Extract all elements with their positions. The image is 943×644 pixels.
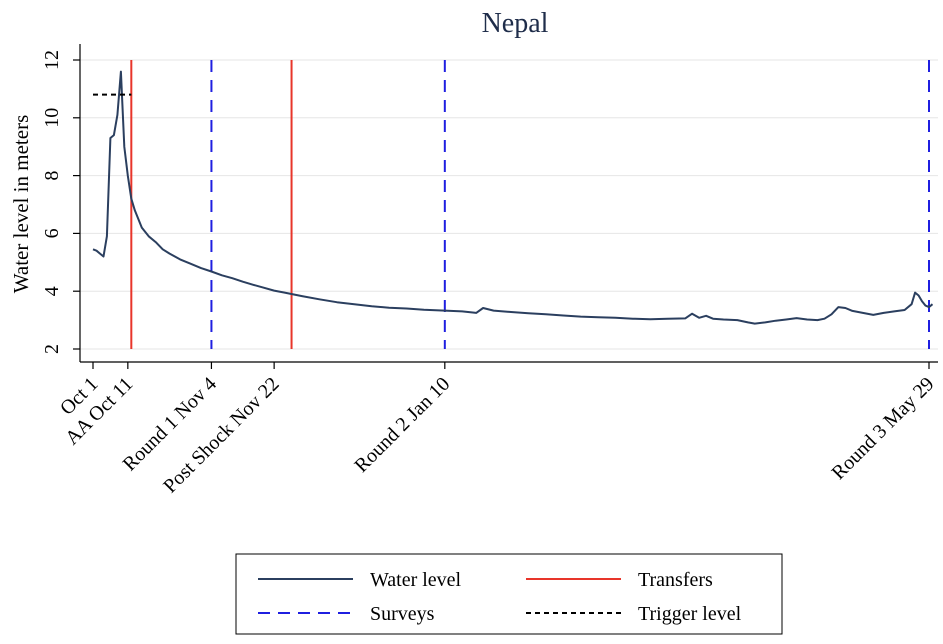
legend-label: Transfers xyxy=(638,569,713,591)
y-tick-label: 10 xyxy=(41,108,63,128)
y-axis-label: Water level in meters xyxy=(9,115,33,293)
chart-title: Nepal xyxy=(482,8,549,39)
x-tick-label: Post Shock Nov 22 xyxy=(159,373,283,497)
series-layer xyxy=(92,70,934,325)
legend-label: Surveys xyxy=(370,603,435,625)
legend-label: Water level xyxy=(370,569,462,591)
y-tick-label: 8 xyxy=(41,171,63,181)
legend-label: Trigger level xyxy=(638,603,742,625)
legend-items: Water level Transfers Surveys Trigger level xyxy=(258,569,742,625)
x-tick-label: Round 2 Jan 10 xyxy=(350,373,454,477)
legend: Water level Transfers Surveys Trigger level xyxy=(235,553,783,635)
y-tick-label: 6 xyxy=(41,228,63,238)
y-tick-label: 2 xyxy=(41,344,63,354)
grid-lines xyxy=(80,59,938,350)
y-tick-label: 12 xyxy=(41,50,63,70)
legend-box xyxy=(235,553,783,635)
water-level-line xyxy=(92,70,934,325)
y-axis-ticks: 2 4 6 8 10 12 xyxy=(41,50,80,354)
reference-lines xyxy=(130,60,930,349)
x-tick-label: Round 3 May 29 xyxy=(828,373,939,484)
y-tick-label: 4 xyxy=(41,286,63,296)
